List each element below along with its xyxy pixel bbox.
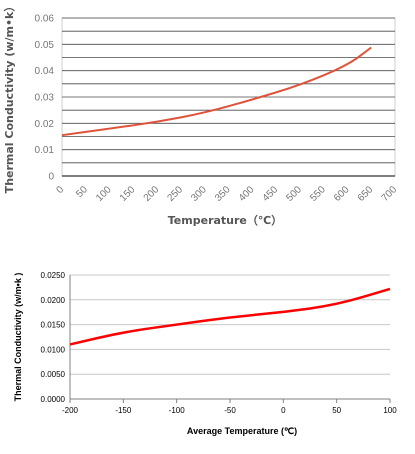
chart-top-y-tick-label: 0.06 xyxy=(35,14,55,25)
chart-bottom-x-axis-label: Average Temperature (℃) xyxy=(187,426,297,436)
chart-top-x-tick-label: 450 xyxy=(261,184,281,204)
chart-bottom-x-tick-label: 50 xyxy=(332,406,341,415)
chart-top-x-tick-label: 700 xyxy=(380,184,400,204)
chart-bottom-y-axis-label: Thermal Conductivity (w/m•k ) xyxy=(13,273,23,402)
chart-top-y-tick-label: 0.01 xyxy=(35,145,55,156)
chart-top-x-tick-label: 550 xyxy=(308,184,328,204)
chart-bottom-x-tick-label: -100 xyxy=(169,406,186,415)
chart-bottom-series-line xyxy=(69,287,391,346)
chart-top-gridlines xyxy=(62,17,395,177)
chart-top-x-axis-label: Temperature（℃） xyxy=(168,214,282,227)
chart-top-y-tick-label: 0.03 xyxy=(35,93,55,104)
chart-top-x-tick-label: 0 xyxy=(54,184,66,196)
chart-top-series-line xyxy=(61,46,372,137)
chart-bottom-x-tick-label: -150 xyxy=(115,406,132,415)
chart-top-x-tick-label: 350 xyxy=(213,184,233,204)
chart-top-x-tick-label: 200 xyxy=(142,184,162,204)
chart-bottom-gridlines xyxy=(69,274,390,400)
chart-top-x-tick-label: 650 xyxy=(356,184,376,204)
chart-top-x-tick-label: 250 xyxy=(165,184,185,204)
chart-top-x-tick-label: 50 xyxy=(74,184,90,200)
chart-bottom-y-tick-label: 0.0100 xyxy=(41,345,66,354)
chart-top-y-tick-label: 0.05 xyxy=(35,40,55,51)
chart-bottom-x-tick-label: -50 xyxy=(224,406,236,415)
chart-top-y-tick-label: 0.02 xyxy=(35,119,55,130)
chart-top-y-tick-label: 0 xyxy=(48,172,54,183)
chart-top-x-ticks: 0 50 100 150 200 250 300 350 400 450 500 550 600 650 7… xyxy=(54,184,399,204)
chart-bottom-y-tick-label: 0.0200 xyxy=(41,296,66,305)
chart-bottom-x-ticks: -200 -150 -100 -50 0 50 100 xyxy=(62,399,397,415)
chart-top: 0 0.01 0.02 0.03 0.04 0.05 0.06 0 50 100 150 200 25… xyxy=(3,1,399,227)
chart-bottom-y-tick-label: 0.0050 xyxy=(41,370,66,379)
chart-bottom-series xyxy=(69,287,391,346)
chart-bottom-x-tick-label: -200 xyxy=(62,406,79,415)
chart-bottom: 0.0000 0.0050 0.0100 0.0150 0.0200 0.0250 -20… xyxy=(13,271,397,436)
chart-bottom-y-tick-label: 0.0150 xyxy=(41,321,66,330)
chart-top-series xyxy=(61,46,372,137)
chart-bottom-y-tick-label: 0.0250 xyxy=(41,271,66,280)
chart-bottom-x-tick-label: 100 xyxy=(383,406,397,415)
chart-top-x-tick-label: 100 xyxy=(94,184,114,204)
chart-top-x-tick-label: 150 xyxy=(118,184,138,204)
chart-top-x-tick-label: 500 xyxy=(284,184,304,204)
chart-bottom-y-tick-label: 0.0000 xyxy=(41,395,66,404)
chart-top-y-axis-label: Thermal Conductivity (w/m•k） xyxy=(3,1,16,194)
chart-top-x-tick-label: 400 xyxy=(237,184,257,204)
chart-top-x-tick-label: 300 xyxy=(189,184,209,204)
chart-top-y-ticks: 0 0.01 0.02 0.03 0.04 0.05 0.06 xyxy=(35,14,55,183)
chart-top-x-tick-label: 600 xyxy=(332,184,352,204)
chart-bottom-y-ticks: 0.0000 0.0050 0.0100 0.0150 0.0200 0.0250 xyxy=(41,271,66,404)
chart-top-y-tick-label: 0.04 xyxy=(35,66,55,77)
chart-bottom-x-tick-label: 0 xyxy=(281,406,286,415)
